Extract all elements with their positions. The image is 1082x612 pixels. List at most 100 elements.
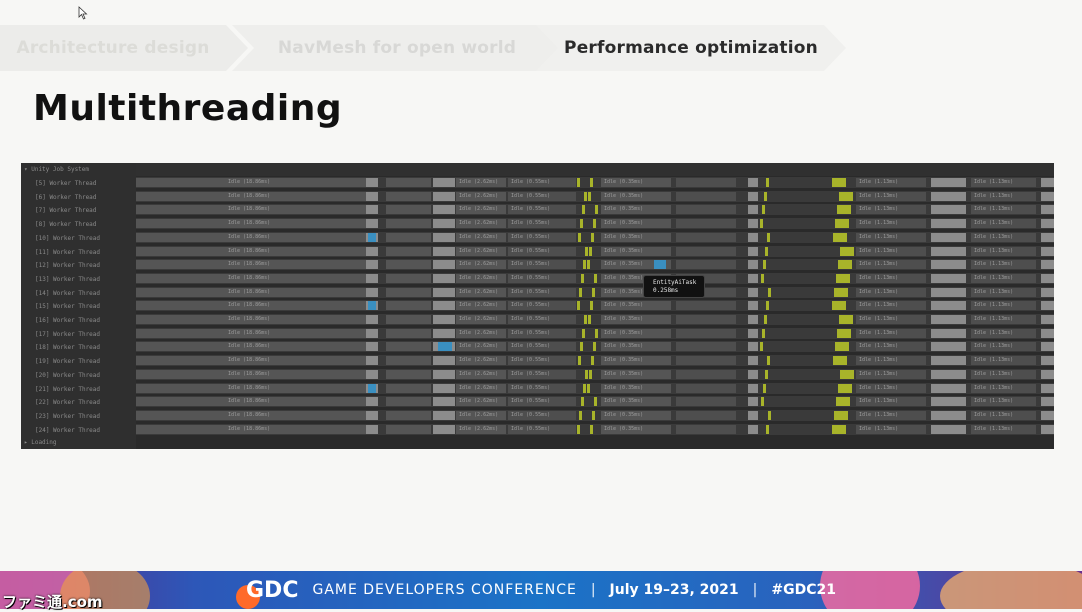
thread-track[interactable]: Idle (18.86ms) Idle (2.62ms) Idle (0.55ms)… <box>136 368 1054 380</box>
timeline-segment[interactable] <box>971 287 1036 297</box>
timeline-segment[interactable] <box>748 328 758 338</box>
timeline-segment[interactable] <box>676 287 736 297</box>
timeline-segment[interactable] <box>456 205 506 215</box>
timeline-segment[interactable] <box>676 219 736 229</box>
thread-track[interactable]: Idle (18.86ms) Idle (2.62ms) Idle (0.55ms)… <box>136 327 1054 339</box>
thread-track[interactable]: Idle (18.86ms) Idle (2.62ms) Idle (0.55ms)… <box>136 245 1054 257</box>
timeline-segment[interactable] <box>366 191 378 201</box>
timeline-segment[interactable] <box>676 328 736 338</box>
timeline-segment[interactable] <box>1041 356 1054 366</box>
timeline-segment[interactable] <box>762 328 765 338</box>
timeline-segment[interactable] <box>433 287 455 297</box>
timeline-segment[interactable] <box>581 397 584 407</box>
timeline-segment[interactable] <box>1041 287 1054 297</box>
timeline-segment[interactable] <box>971 424 1036 434</box>
timeline-segment[interactable] <box>856 260 926 270</box>
timeline-segment[interactable] <box>676 205 736 215</box>
timeline-segment[interactable] <box>433 301 455 311</box>
timeline-segment[interactable] <box>433 232 455 242</box>
timeline-segment[interactable] <box>584 191 587 201</box>
timeline-segment[interactable] <box>836 273 850 283</box>
timeline-segment[interactable] <box>1041 178 1054 187</box>
timeline-segment[interactable] <box>579 287 582 297</box>
timeline-segment[interactable] <box>832 178 846 187</box>
timeline-segment[interactable] <box>1041 397 1054 407</box>
timeline-segment[interactable] <box>856 219 926 229</box>
timeline-segment[interactable] <box>386 246 431 256</box>
timeline-segment[interactable] <box>456 273 506 283</box>
timeline-segment[interactable] <box>971 383 1036 393</box>
timeline-segment[interactable] <box>366 328 378 338</box>
timeline-segment[interactable] <box>768 287 771 297</box>
timeline-segment[interactable] <box>748 410 758 420</box>
timeline-segment[interactable] <box>136 315 366 324</box>
job-block[interactable] <box>368 232 376 242</box>
timeline-segment[interactable] <box>508 287 576 297</box>
timeline-segment[interactable] <box>766 424 769 434</box>
timeline-segment[interactable] <box>763 383 766 393</box>
timeline-segment[interactable] <box>386 273 431 283</box>
timeline-segment[interactable] <box>456 246 506 256</box>
timeline-segment[interactable] <box>601 191 671 201</box>
timeline-segment[interactable] <box>433 424 455 434</box>
timeline-segment[interactable] <box>748 356 758 366</box>
timeline-segment[interactable] <box>676 178 736 187</box>
timeline-segment[interactable] <box>1041 410 1054 420</box>
thread-track[interactable]: Idle (18.86ms) Idle (2.62ms) Idle (0.55ms)… <box>136 190 1054 202</box>
timeline-segment[interactable] <box>764 315 767 324</box>
timeline-segment[interactable] <box>589 246 592 256</box>
timeline-segment[interactable] <box>386 356 431 366</box>
timeline-segment[interactable] <box>748 260 758 270</box>
timeline-segment[interactable] <box>856 246 926 256</box>
thread-track[interactable]: Idle (18.86ms) Idle (2.62ms) Idle (0.55ms)… <box>136 204 1054 216</box>
timeline-segment[interactable] <box>931 219 966 229</box>
thread-track[interactable]: Idle (18.86ms) Idle (2.62ms) Idle (0.55ms)… <box>136 218 1054 230</box>
timeline-segment[interactable] <box>136 219 366 229</box>
timeline-segment[interactable] <box>508 178 576 187</box>
timeline-segment[interactable] <box>595 205 598 215</box>
timeline-segment[interactable] <box>676 369 736 379</box>
timeline-segment[interactable] <box>433 205 455 215</box>
timeline-segment[interactable] <box>748 369 758 379</box>
timeline-segment[interactable] <box>931 383 966 393</box>
timeline-segment[interactable] <box>583 260 586 270</box>
timeline-segment[interactable] <box>579 410 582 420</box>
timeline-segment[interactable] <box>1041 328 1054 338</box>
timeline-segment[interactable] <box>386 328 431 338</box>
timeline-segment[interactable] <box>833 232 847 242</box>
timeline-segment[interactable] <box>584 315 587 324</box>
timeline-segment[interactable] <box>508 232 576 242</box>
timeline-segment[interactable] <box>856 191 926 201</box>
timeline-segment[interactable] <box>601 397 671 407</box>
timeline-segment[interactable] <box>931 287 966 297</box>
timeline-segment[interactable] <box>582 205 585 215</box>
thread-tracks[interactable]: Idle (18.86ms) Idle (2.62ms) Idle (0.55ms)… <box>136 176 1054 436</box>
timeline-segment[interactable] <box>386 301 431 311</box>
timeline-segment[interactable] <box>136 342 366 352</box>
timeline-segment[interactable] <box>601 410 671 420</box>
timeline-segment[interactable] <box>971 315 1036 324</box>
timeline-segment[interactable] <box>760 342 763 352</box>
timeline-segment[interactable] <box>931 246 966 256</box>
timeline-segment[interactable] <box>748 178 758 187</box>
thread-track[interactable]: Idle (18.86ms) Idle (2.62ms) Idle (0.55ms)… <box>136 259 1054 271</box>
timeline-segment[interactable] <box>433 178 455 187</box>
timeline-segment[interactable] <box>456 328 506 338</box>
timeline-segment[interactable] <box>366 287 378 297</box>
timeline-segment[interactable] <box>971 260 1036 270</box>
timeline-segment[interactable] <box>931 369 966 379</box>
timeline-segment[interactable] <box>971 369 1036 379</box>
timeline-segment[interactable] <box>136 232 366 242</box>
timeline-segment[interactable] <box>971 410 1036 420</box>
timeline-segment[interactable] <box>456 410 506 420</box>
timeline-segment[interactable] <box>971 301 1036 311</box>
timeline-segment[interactable] <box>971 342 1036 352</box>
timeline-segment[interactable] <box>136 246 366 256</box>
timeline-segment[interactable] <box>601 205 671 215</box>
timeline-segment[interactable] <box>971 246 1036 256</box>
timeline-segment[interactable] <box>931 424 966 434</box>
timeline-segment[interactable] <box>136 328 366 338</box>
timeline-segment[interactable] <box>386 410 431 420</box>
timeline-segment[interactable] <box>748 342 758 352</box>
timeline-segment[interactable] <box>676 356 736 366</box>
